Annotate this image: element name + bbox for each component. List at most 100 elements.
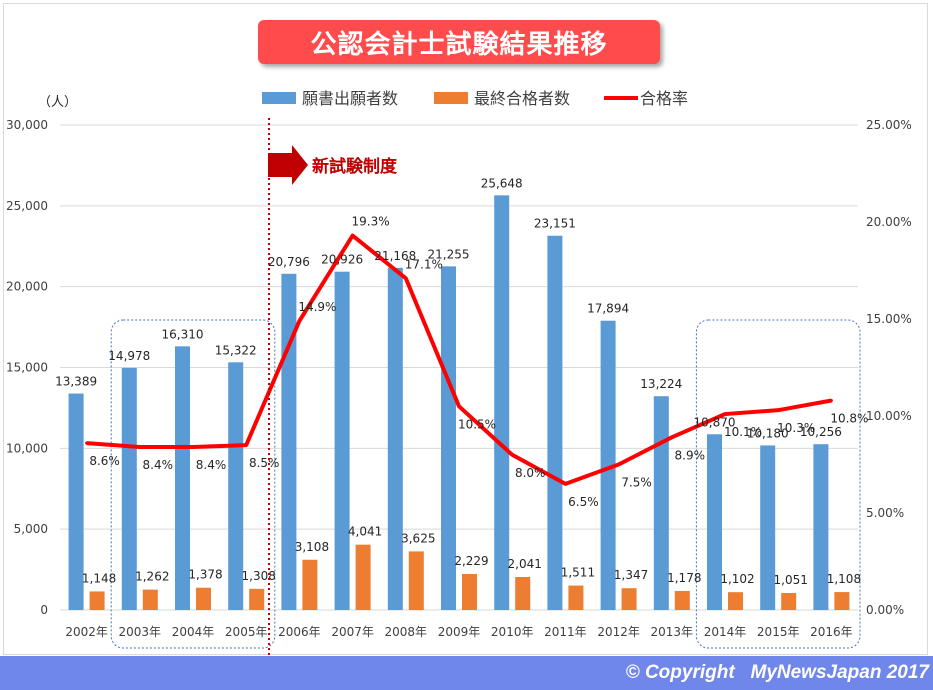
- x-tick-label: 2005年: [225, 625, 268, 639]
- applicants-value-label: 10,180: [747, 426, 789, 440]
- passers-bar: [462, 573, 477, 610]
- applicants-value-label: 17,894: [587, 302, 629, 316]
- y-right-tick-label: 15.00%: [866, 312, 912, 326]
- passers-value-label: 3,625: [401, 531, 435, 545]
- applicants-bar: [334, 271, 350, 610]
- rate-point: [351, 234, 355, 238]
- rate-point: [563, 482, 567, 486]
- passers-value-label: 1,262: [135, 570, 169, 584]
- passers-value-label: 1,108: [827, 572, 861, 586]
- x-tick-label: 2010年: [491, 625, 534, 639]
- passers-bar: [355, 544, 371, 610]
- applicants-value-label: 21,168: [374, 249, 416, 263]
- passers-bar: [408, 551, 424, 610]
- applicants-value-label: 16,310: [162, 327, 204, 341]
- rate-point: [404, 276, 408, 280]
- new-system-marker: 新試験制度: [268, 118, 398, 656]
- highlight-boxes: [110, 319, 861, 649]
- applicants-bar: [813, 444, 829, 610]
- legend-swatch-applicants: [262, 92, 296, 104]
- rate-value-label: 10.3%: [777, 421, 815, 435]
- passers-bar: [142, 589, 158, 610]
- passers-bar: [728, 592, 743, 610]
- rate-value-label: 17.1%: [405, 257, 443, 271]
- highlight-box: [110, 319, 276, 649]
- new-system-arrow-icon: [268, 145, 308, 185]
- applicants-bar: [494, 195, 510, 610]
- rate-point: [670, 435, 674, 439]
- x-tick-label: 2008年: [385, 625, 428, 639]
- rate-value-label: 7.5%: [621, 476, 652, 490]
- applicants-bar: [281, 273, 297, 610]
- x-tick-label: 2006年: [278, 625, 321, 639]
- rate-point: [244, 443, 248, 447]
- applicants-bar: [228, 362, 244, 610]
- rate-point: [191, 445, 195, 449]
- y-left-tick-label: 25,000: [6, 199, 48, 213]
- rate-line-series: [85, 233, 833, 486]
- rate-value-label: 8.4%: [143, 458, 174, 472]
- rate-point: [617, 463, 621, 466]
- y-left-tick-label: 10,000: [6, 441, 48, 455]
- passers-value-label: 1,102: [720, 572, 754, 586]
- y-right-tick-label: 20.00%: [866, 215, 912, 229]
- gridlines: [60, 124, 858, 611]
- applicants-bar: [707, 434, 722, 610]
- applicants-bar: [547, 235, 563, 610]
- passers-bar: [196, 587, 211, 610]
- passers-value-label: 1,347: [614, 568, 648, 582]
- passers-value-label: 1,148: [82, 571, 116, 585]
- rate-value-label: 8.4%: [196, 458, 227, 472]
- applicants-value-label: 15,322: [215, 343, 257, 357]
- applicants-value-label: 23,151: [534, 217, 576, 231]
- rate-value-label: 6.5%: [568, 495, 599, 509]
- bar-series: [68, 195, 850, 610]
- applicants-value-label: 10,256: [800, 425, 842, 439]
- passers-value-label: 2,041: [508, 557, 542, 571]
- y-axis-unit: （人）: [38, 95, 77, 110]
- new-system-label: 新試験制度: [312, 156, 398, 177]
- applicants-value-label: 25,648: [481, 176, 523, 190]
- rate-point: [829, 398, 833, 402]
- passers-bar: [89, 591, 105, 610]
- rate-point: [297, 319, 301, 323]
- y-left-tick-label: 15,000: [6, 361, 48, 375]
- applicants-bar: [121, 367, 137, 610]
- x-tick-label: 2007年: [331, 625, 374, 639]
- applicants-value-label: 13,389: [55, 375, 97, 389]
- x-tick-label: 2016年: [810, 625, 853, 639]
- passers-bar: [621, 588, 637, 610]
- y-left-tick-label: 5,000: [14, 522, 48, 536]
- rate-point: [510, 453, 514, 457]
- passers-bar: [302, 559, 318, 610]
- rate-value-label: 10.1%: [724, 425, 762, 439]
- x-tick-label: 2004年: [172, 625, 215, 639]
- legend-label-rate: 合格率: [640, 89, 688, 108]
- y-left-tick-label: 0: [40, 603, 48, 617]
- applicants-bar: [175, 346, 190, 610]
- y-left-tick-label: 30,000: [6, 118, 48, 132]
- applicants-value-label: 20,796: [268, 255, 310, 269]
- passers-value-label: 1,308: [242, 569, 276, 583]
- rate-value-label: 8.0%: [515, 466, 546, 480]
- rate-value-label: 10.8%: [830, 411, 868, 425]
- passers-value-label: 1,051: [774, 573, 808, 587]
- passers-bar: [674, 590, 690, 610]
- x-tick-label: 2014年: [704, 625, 747, 639]
- passers-bar: [515, 577, 531, 610]
- passers-value-label: 3,108: [295, 540, 329, 554]
- x-tick-label: 2009年: [438, 625, 481, 639]
- applicants-value-label: 10,870: [694, 415, 736, 429]
- rate-value-label: 8.9%: [675, 448, 706, 462]
- x-tick-label: 2003年: [119, 625, 162, 639]
- applicants-bar: [600, 320, 616, 610]
- applicants-bar: [387, 267, 403, 610]
- applicants-value-label: 13,224: [640, 377, 682, 391]
- axis-tick-labels: 0 5,000 10,000 15,000 20,000 25,000 30,000 0.00…: [6, 118, 912, 639]
- y-right-tick-label: 25.00%: [866, 118, 912, 132]
- rate-point: [138, 445, 142, 449]
- data-labels: 13,389 1,148 14,978 1,262 16,310 1,378 15,322 1…: [55, 176, 868, 587]
- legend-swatch-passers: [434, 92, 468, 104]
- applicants-value-label: 14,978: [108, 349, 150, 363]
- passers-value-label: 4,041: [348, 525, 382, 539]
